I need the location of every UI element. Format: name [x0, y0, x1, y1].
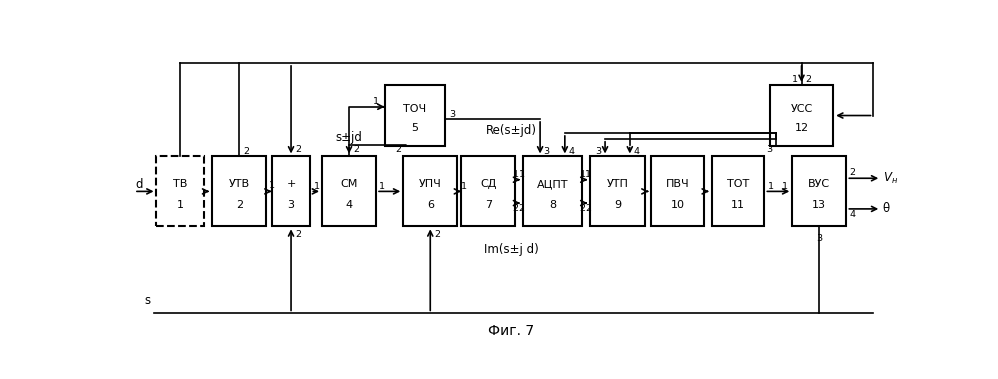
Text: 2: 2	[295, 230, 301, 239]
Text: 6: 6	[427, 200, 434, 210]
Text: ΤОТ: ΤОТ	[727, 179, 749, 190]
Text: 1: 1	[585, 170, 591, 179]
Text: 3: 3	[449, 110, 455, 119]
Text: 1: 1	[512, 170, 518, 179]
FancyBboxPatch shape	[792, 157, 846, 226]
Text: 2: 2	[849, 168, 855, 177]
Text: 3: 3	[543, 147, 549, 156]
Text: 1: 1	[373, 97, 379, 106]
Text: УСС: УСС	[790, 104, 812, 114]
Text: Re(s±jd): Re(s±jd)	[486, 124, 537, 136]
FancyBboxPatch shape	[403, 157, 457, 226]
FancyBboxPatch shape	[652, 157, 704, 226]
Text: СМ: СМ	[340, 179, 357, 190]
Text: 7: 7	[485, 200, 492, 210]
Text: УПЧ: УПЧ	[419, 179, 442, 190]
Text: 9: 9	[614, 200, 621, 210]
Text: s: s	[144, 294, 151, 307]
Text: 1: 1	[269, 181, 275, 190]
FancyBboxPatch shape	[322, 157, 376, 226]
Text: ВУС: ВУС	[808, 179, 830, 190]
FancyBboxPatch shape	[712, 157, 764, 226]
Text: 3: 3	[287, 200, 294, 210]
Text: $V_н$: $V_н$	[882, 171, 898, 186]
Text: 4: 4	[345, 200, 352, 210]
Text: УΤП: УΤП	[607, 179, 629, 190]
FancyBboxPatch shape	[157, 157, 205, 226]
Text: 2: 2	[518, 204, 524, 213]
FancyBboxPatch shape	[213, 157, 266, 226]
Text: ΤВ: ΤВ	[174, 179, 188, 190]
Text: 1: 1	[791, 75, 797, 84]
Text: 4: 4	[849, 210, 855, 219]
Text: 2: 2	[236, 200, 243, 210]
Text: 2: 2	[244, 147, 250, 156]
Text: 10: 10	[671, 200, 685, 210]
Text: 4: 4	[569, 147, 575, 156]
FancyBboxPatch shape	[384, 85, 445, 146]
Text: УΤВ: УΤВ	[229, 179, 250, 190]
Text: 13: 13	[812, 200, 826, 210]
Text: 12: 12	[794, 123, 808, 133]
Text: 3: 3	[816, 234, 822, 243]
Text: d: d	[136, 178, 143, 191]
Text: +: +	[286, 179, 295, 190]
Text: АЦПΤ: АЦПΤ	[537, 179, 568, 190]
Text: 1: 1	[177, 200, 184, 210]
FancyBboxPatch shape	[591, 157, 645, 226]
Text: Фиг. 7: Фиг. 7	[488, 324, 535, 338]
Text: 2: 2	[512, 204, 518, 213]
Text: 2: 2	[585, 204, 591, 213]
Text: θ: θ	[882, 202, 890, 215]
Text: 1: 1	[379, 182, 385, 191]
Text: 3: 3	[766, 144, 772, 153]
Text: 1: 1	[518, 170, 524, 179]
Text: ΤОЧ: ΤОЧ	[403, 104, 426, 114]
Text: 8: 8	[549, 200, 556, 210]
FancyBboxPatch shape	[769, 85, 833, 146]
Text: 1: 1	[781, 182, 787, 191]
Text: Im(s±j d): Im(s±j d)	[484, 243, 539, 256]
Text: СД: СД	[480, 179, 496, 190]
Text: 3: 3	[595, 147, 601, 156]
Text: 2: 2	[580, 204, 586, 213]
Text: 1: 1	[460, 182, 466, 191]
Text: 11: 11	[732, 200, 746, 210]
Text: 1: 1	[313, 182, 319, 191]
Text: ПВЧ: ПВЧ	[666, 179, 690, 190]
FancyBboxPatch shape	[461, 157, 515, 226]
Text: 1: 1	[767, 182, 773, 191]
FancyBboxPatch shape	[523, 157, 582, 226]
Text: 4: 4	[634, 147, 640, 156]
Text: 1: 1	[580, 170, 586, 179]
Text: 2: 2	[295, 146, 301, 155]
FancyBboxPatch shape	[271, 157, 310, 226]
Text: 5: 5	[411, 123, 418, 133]
Text: 2: 2	[353, 146, 359, 155]
Text: 2: 2	[805, 75, 811, 84]
Text: 2: 2	[395, 144, 401, 153]
Text: 2: 2	[434, 230, 440, 239]
Text: s±jd: s±jd	[335, 131, 362, 144]
